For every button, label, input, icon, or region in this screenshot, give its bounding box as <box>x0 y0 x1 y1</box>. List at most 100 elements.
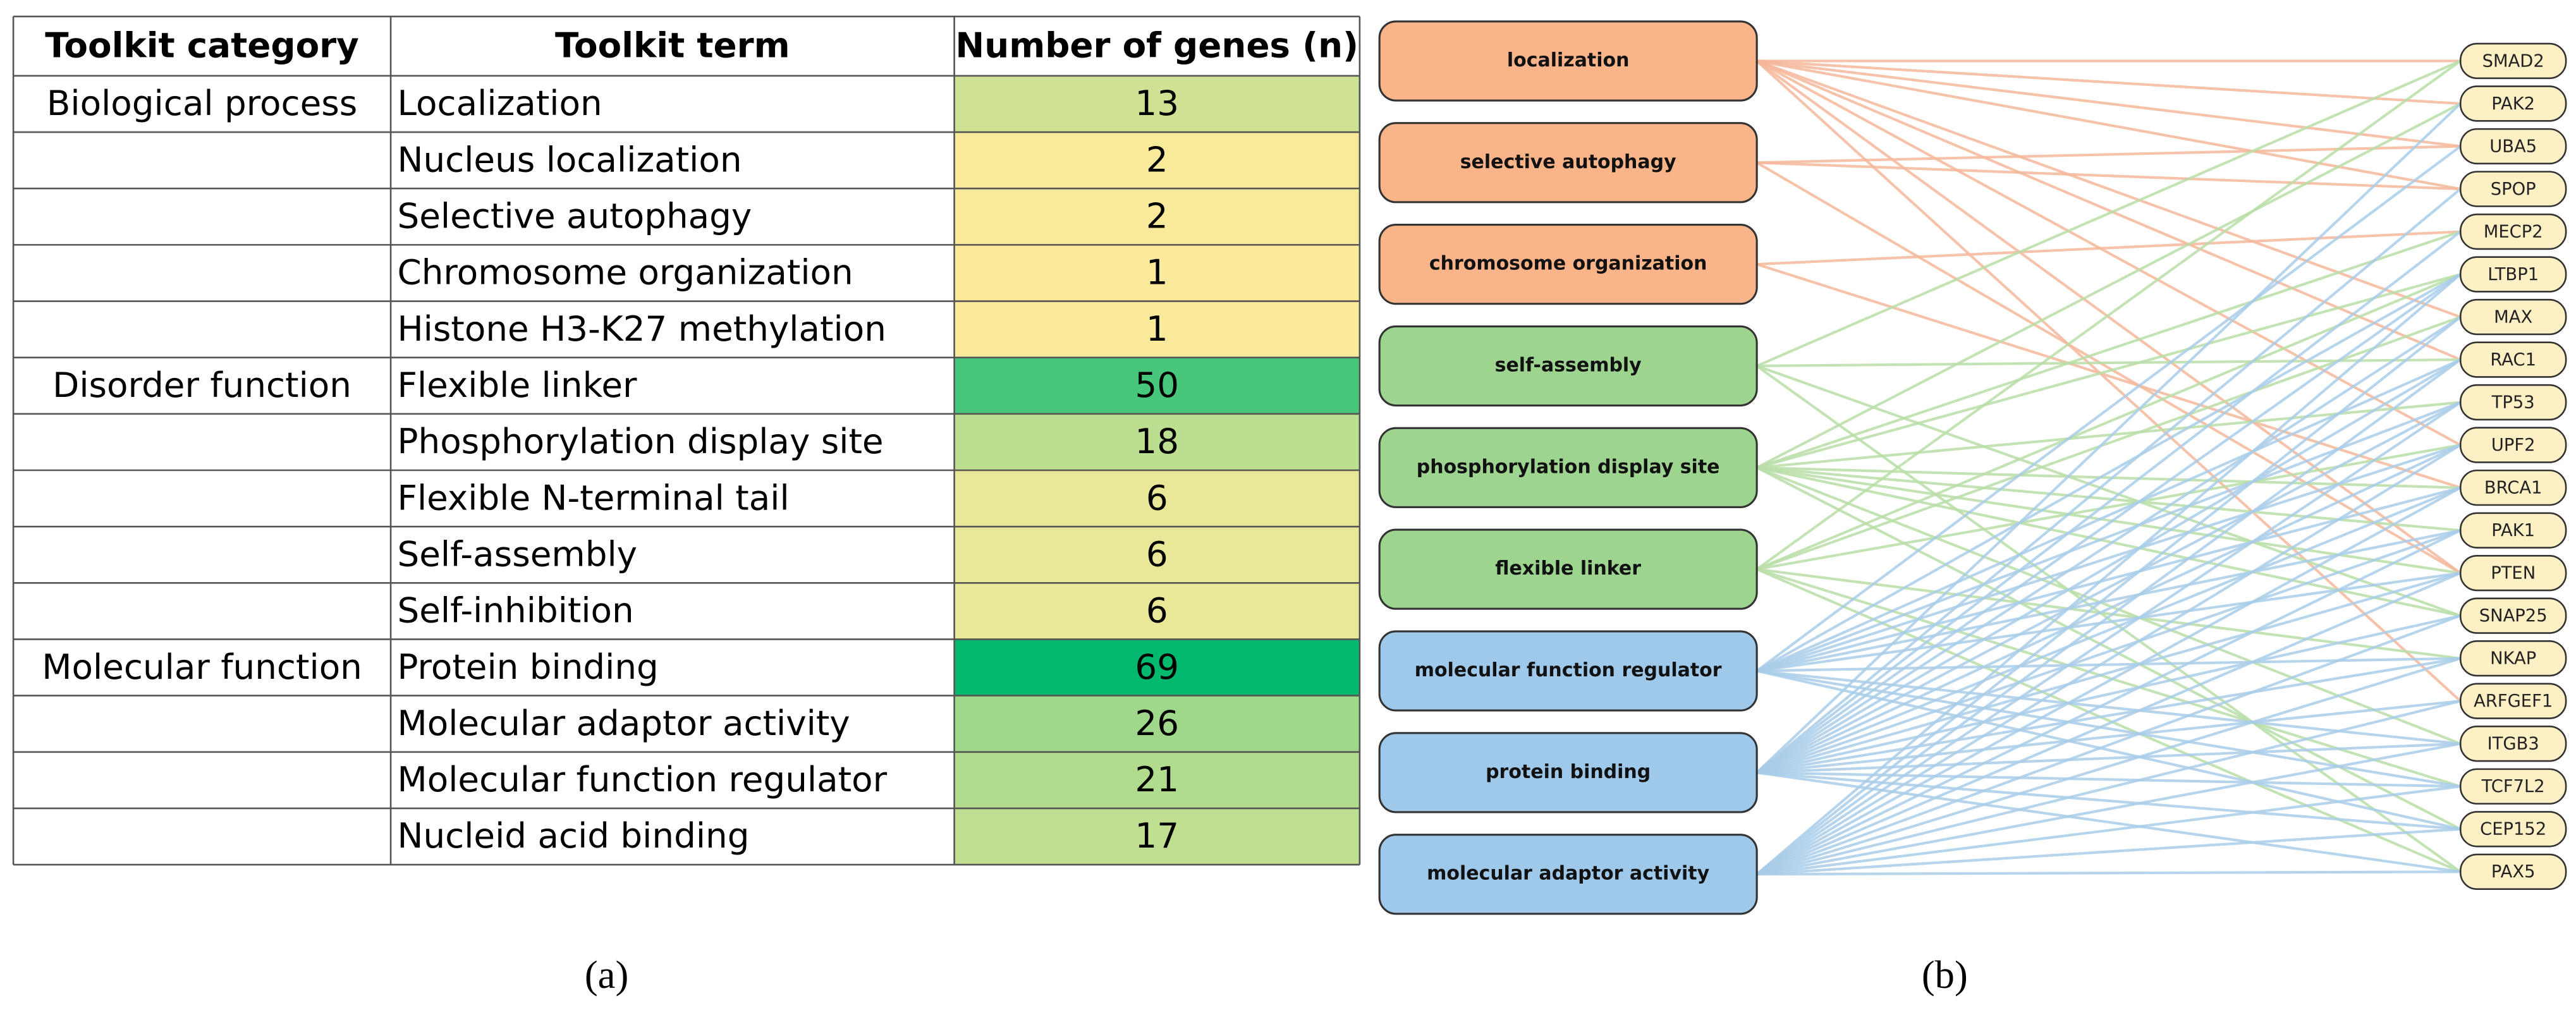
edge <box>1757 657 2461 672</box>
value-label: 26 <box>1135 703 1179 743</box>
edge <box>1755 365 2462 873</box>
edge <box>1757 742 2461 774</box>
gene-label: MAX <box>2494 307 2532 327</box>
edge <box>1756 59 2462 361</box>
edge <box>1756 59 2462 446</box>
value-cell <box>954 357 1360 414</box>
gene-label: PAX5 <box>2491 862 2536 882</box>
edges <box>1755 59 2462 876</box>
term-cell: Self-assembly <box>397 533 637 574</box>
edge <box>1755 145 2462 672</box>
gene-label: ITGB3 <box>2487 734 2539 754</box>
edge <box>1756 444 2461 571</box>
term-label: chromosome organization <box>1429 253 1707 275</box>
edge <box>1756 273 2462 571</box>
edge <box>1756 466 2461 618</box>
edge <box>1756 444 2462 774</box>
term-node <box>1378 834 1758 915</box>
edge <box>1756 486 2462 774</box>
gene-label: UBA5 <box>2489 137 2537 156</box>
edge <box>1756 102 2462 469</box>
edge <box>1755 59 2462 571</box>
value-cell <box>954 583 1360 640</box>
table-header: Toolkit category <box>45 25 359 66</box>
edge <box>1756 444 2461 672</box>
term-cell: Self-inhibition <box>397 590 633 631</box>
value-cell <box>954 470 1360 527</box>
value-label: 6 <box>1146 590 1168 631</box>
gene-label: PTEN <box>2491 563 2536 583</box>
term-cell: Molecular adaptor activity <box>397 703 850 743</box>
value-cell <box>954 301 1360 358</box>
value-cell <box>954 808 1360 865</box>
term-cell: Flexible N-terminal tail <box>397 477 789 518</box>
gene-label: NKAP <box>2490 649 2536 669</box>
table-header: Number of genes (n) <box>955 25 1358 66</box>
edge <box>1756 161 2462 575</box>
term-node <box>1378 630 1758 712</box>
gene-node <box>2459 597 2567 634</box>
gene-node <box>2459 512 2567 549</box>
edge <box>1755 102 2462 774</box>
value-cell <box>954 639 1360 696</box>
edge <box>1756 401 2462 672</box>
value-label: 50 <box>1135 365 1179 405</box>
term-label: molecular adaptor activity <box>1427 863 1709 885</box>
value-label: 17 <box>1135 815 1179 856</box>
term-node <box>1378 20 1758 102</box>
edge <box>1756 486 2461 672</box>
value-cell <box>954 132 1360 189</box>
gene-node <box>2459 853 2567 890</box>
edge <box>1756 59 2461 148</box>
gene-node <box>2459 554 2567 592</box>
gene-node <box>2459 42 2567 80</box>
term-cell: Molecular function regulator <box>397 759 887 800</box>
edge <box>1757 870 2461 876</box>
edge <box>1756 59 2462 367</box>
gene-node <box>2459 171 2567 207</box>
edge <box>1756 614 2461 774</box>
category-cell: Disorder function <box>52 365 351 405</box>
term-node <box>1378 325 1758 407</box>
gene-node <box>2459 726 2567 762</box>
edge <box>1757 230 2461 266</box>
edge <box>1756 657 2461 876</box>
value-cell <box>954 751 1360 808</box>
category-cell: Molecular function <box>42 647 362 687</box>
value-cell <box>954 188 1360 245</box>
term-node <box>1378 732 1758 813</box>
category-cell: Biological process <box>47 83 357 123</box>
term-node <box>1378 528 1758 610</box>
gene-node <box>2459 341 2567 378</box>
edge <box>1755 188 2462 774</box>
edge <box>1756 742 2461 876</box>
gene-label: CEP152 <box>2480 820 2546 839</box>
term-label: flexible linker <box>1495 557 1641 580</box>
value-cell <box>954 413 1360 470</box>
gene-node <box>2459 384 2567 421</box>
gene-node <box>2459 811 2567 848</box>
value-cell <box>954 526 1360 583</box>
value-label: 21 <box>1135 759 1179 800</box>
edge <box>1757 358 2461 368</box>
gene-label: PAK2 <box>2491 94 2535 114</box>
term-cell: Flexible linker <box>397 365 637 405</box>
value-label: 18 <box>1135 421 1179 461</box>
value-cell <box>954 245 1360 301</box>
edge <box>1757 161 2461 191</box>
value-cell <box>954 75 1360 133</box>
edge <box>1756 529 2461 774</box>
term-cell: Protein binding <box>397 647 658 687</box>
edge <box>1755 273 2462 875</box>
edge <box>1756 444 2462 875</box>
term-label: molecular function regulator <box>1415 659 1722 681</box>
gene-label: SPOP <box>2491 179 2536 199</box>
edge <box>1756 571 2462 876</box>
term-node <box>1378 122 1758 204</box>
edge <box>1755 59 2462 575</box>
edge <box>1755 230 2462 774</box>
value-label: 1 <box>1146 308 1168 349</box>
edge <box>1755 315 2462 875</box>
gene-label: ARFGEF1 <box>2474 691 2553 711</box>
